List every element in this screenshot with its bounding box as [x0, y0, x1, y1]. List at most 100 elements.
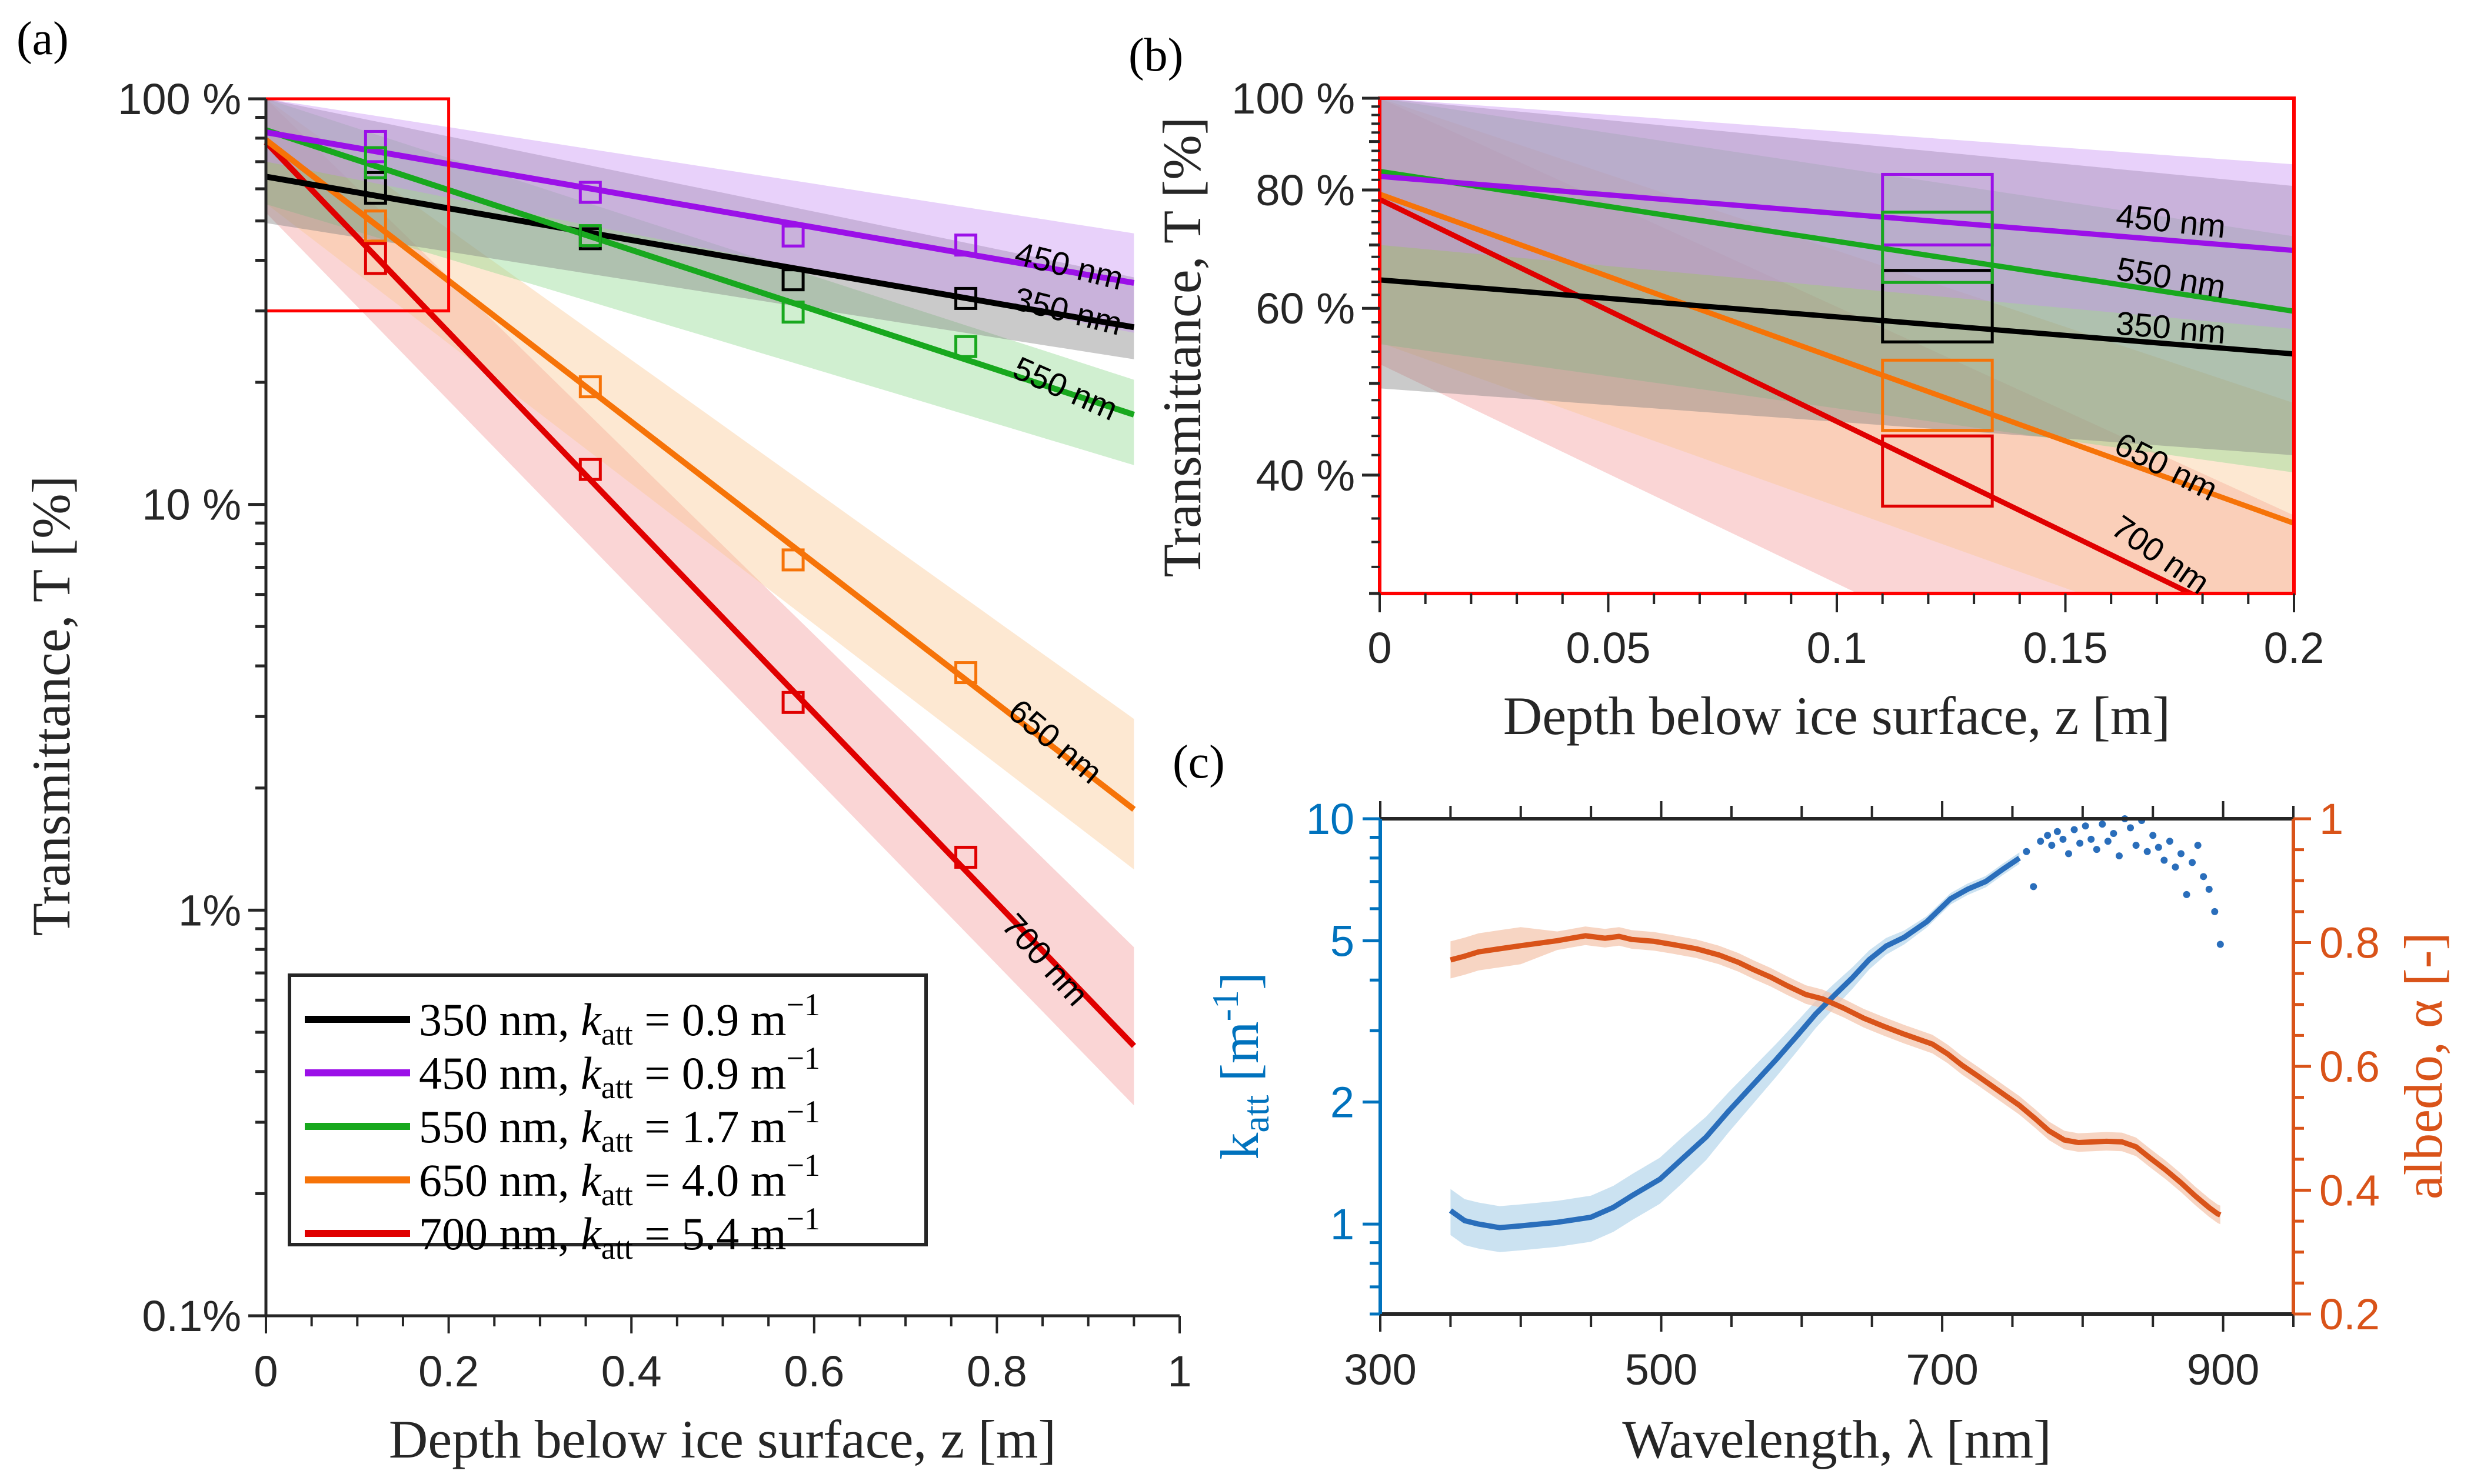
b-measurement-box-700nm — [1881, 434, 1994, 508]
marker-350nm-2 — [781, 268, 805, 292]
b-fit-line-650nm — [1380, 191, 2294, 526]
a-x-tick-label: 0.2 — [418, 1347, 479, 1396]
marker-650nm-1 — [578, 375, 602, 399]
b-measurement-boxes — [1881, 172, 1994, 508]
fit-line-650nm — [264, 137, 1136, 812]
b-band-650nm — [1380, 98, 2294, 593]
c-right-tick-label: 0.2 — [2319, 1290, 2380, 1339]
b-y-axis-label: Transmittance, T [%] — [1152, 117, 1212, 578]
katt-scatter-point — [2037, 838, 2045, 845]
katt-scatter-point — [2149, 832, 2157, 839]
legend-entry-650nm: 650 nm, katt = 4.0 m−1 — [419, 1148, 820, 1212]
a-y-tick-label: 0.1% — [142, 1292, 241, 1340]
a-x-tick-label: 0 — [254, 1347, 278, 1396]
b-y-tick-label: 60 % — [1256, 284, 1355, 333]
b-x-tick-label: 0 — [1367, 623, 1391, 672]
b-axes: 40 % 60 % 80 % 100 % 0 0.05 0.1 0.15 0.2 — [1231, 74, 2324, 672]
katt-scatter-point — [2177, 850, 2185, 858]
c-right-tick-label: 0.8 — [2319, 919, 2380, 968]
panel-label-c: (c) — [1173, 736, 1225, 788]
c-right-axis-label-text: albedo, α [-] — [2393, 932, 2453, 1199]
a-x-axis-label: Depth below ice surface, z [m] — [389, 1409, 1056, 1469]
a-data-markers — [364, 129, 978, 869]
katt-scatter-point — [2115, 852, 2123, 860]
marker-550nm-1 — [578, 224, 602, 248]
a-y-tick-label: 100 % — [118, 75, 241, 124]
b-fit-line-550nm — [1380, 168, 2294, 314]
katt-scatter-point — [2059, 835, 2067, 843]
c-series-lines — [1449, 856, 2222, 1230]
katt-line — [1449, 856, 2021, 1230]
katt-scatter-point — [2110, 829, 2117, 837]
c-left-tick-label: 10 — [1306, 795, 1354, 843]
katt-scatter-point — [2160, 856, 2168, 864]
band-700nm — [266, 99, 1134, 1106]
marker-350nm-3 — [954, 286, 978, 310]
c-left-tick-label: 5 — [1330, 916, 1354, 965]
b-y-tick-label: 40 % — [1256, 451, 1355, 500]
a-confidence-bands — [266, 99, 1134, 1106]
panel-c: (c) 300 500 700 900 1 2 5 10 0.2 0.4 0.6 0.8 1 katt … — [1173, 736, 2453, 1469]
c-right-tick-label: 0.6 — [2319, 1042, 2380, 1091]
c-x-tick-label: 300 — [1344, 1345, 1416, 1394]
katt-scatter-point — [2082, 822, 2089, 830]
katt-scatter-point — [2087, 835, 2095, 843]
katt-scatter-point — [2205, 885, 2213, 893]
katt-scatter-point — [2093, 846, 2100, 853]
marker-650nm-0 — [364, 209, 387, 243]
b-fit-line-350nm — [1380, 277, 2294, 357]
marker-350nm-0 — [364, 171, 387, 205]
b-measurement-box-650nm — [1881, 358, 1994, 432]
a-x-tick-label: 0.4 — [601, 1347, 662, 1396]
katt-scatter-point — [2053, 828, 2061, 835]
marker-700nm-1 — [578, 458, 602, 481]
katt-scatter-point — [2127, 824, 2135, 832]
legend-entry-700nm: 700 nm, katt = 5.4 m−1 — [419, 1201, 820, 1266]
b-x-axis-label: Depth below ice surface, z [m] — [1503, 686, 2170, 746]
a-x-tick-label: 1 — [1167, 1347, 1191, 1396]
katt-scatter-point — [2200, 873, 2207, 881]
panel-b: (b) 40 %60 %80 %100 %0 0.05 0.1 0.15 0.2 450… — [1128, 29, 2324, 746]
band-450nm — [266, 99, 1134, 333]
panel-a: (a) 0.1% 1% 10 % 100 % 0 0.2 0.4 0.6 0.8 1 350 nm… — [16, 13, 1192, 1469]
b-band-700nm — [1380, 98, 2294, 593]
katt-scatter-point — [2076, 839, 2084, 847]
c-x-axis-label: Wavelength, λ [nm] — [1622, 1409, 2052, 1469]
katt-scatter-point — [2070, 826, 2078, 833]
c-katt-scatter — [2023, 815, 2224, 948]
fit-line-700nm — [264, 140, 1136, 1048]
legend-entry-550nm: 550 nm, katt = 1.7 m−1 — [419, 1094, 820, 1159]
katt-scatter-point — [2030, 883, 2037, 891]
band-550nm — [266, 99, 1134, 465]
katt-scatter-point — [2189, 859, 2196, 866]
katt-scatter-point — [2044, 832, 2052, 839]
b-measurement-box-350nm — [1881, 269, 1994, 344]
marker-450nm-2 — [781, 224, 805, 248]
c-y-axis-label-right: albedo, α [-] — [2393, 932, 2453, 1199]
a-x-tick-label: 0.6 — [784, 1347, 844, 1396]
b-x-tick-label: 0.1 — [1807, 623, 1867, 672]
marker-550nm-2 — [781, 301, 805, 324]
a-x-tick-label: 0.8 — [967, 1347, 1027, 1396]
c-left-tick-label: 1 — [1330, 1200, 1354, 1249]
c-left-axis-label-text: katt [m-1] — [1204, 972, 1277, 1159]
c-right-tick-label: 1 — [2319, 795, 2343, 843]
marker-650nm-3 — [954, 661, 978, 685]
katt-scatter-point — [2216, 941, 2224, 948]
katt-scatter-point — [2023, 848, 2030, 855]
katt-scatter-point — [2166, 838, 2173, 845]
katt-scatter-point — [2172, 863, 2179, 871]
a-y-tick-label: 1% — [178, 886, 241, 935]
marker-700nm-2 — [781, 691, 805, 714]
b-y-tick-label: 100 % — [1231, 74, 1355, 123]
b-y-tick-label: 80 % — [1256, 166, 1355, 215]
c-axes: 300 500 700 900 1 2 5 10 0.2 0.4 0.6 0.8 1 — [1306, 795, 2380, 1394]
fit-line-450nm — [265, 129, 1135, 286]
fit-line-550nm — [265, 127, 1135, 418]
a-y-tick-label: 10 % — [142, 481, 241, 529]
b-fit-lines — [1380, 168, 2294, 593]
b-fit-line-700nm — [1380, 196, 2197, 593]
c-x-tick-label: 500 — [1625, 1345, 1697, 1394]
